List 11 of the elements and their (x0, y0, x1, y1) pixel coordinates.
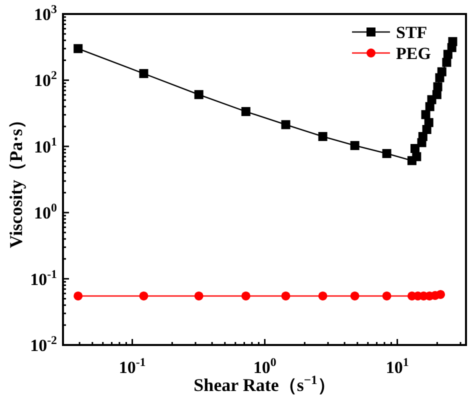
y-axis-title: Viscosity（Pa·s） (6, 110, 26, 248)
y-tick-label: 10$^{1}$ (34, 134, 58, 156)
legend-label: PEG (396, 44, 431, 63)
y-tick-label: 10$^{2}$ (34, 68, 58, 90)
x-tick-label: 10$^{-1}$ (118, 355, 146, 377)
y-tick-label: 10$^{-2}$ (30, 333, 58, 355)
x-tick-label: 10$^{1}$ (386, 355, 409, 377)
legend-label: STF (396, 23, 428, 42)
y-tick-label: 10$^{-1}$ (30, 266, 58, 289)
y-tick-label: 10$^{3}$ (34, 2, 58, 24)
y-tick-label: 10$^{0}$ (34, 200, 58, 223)
